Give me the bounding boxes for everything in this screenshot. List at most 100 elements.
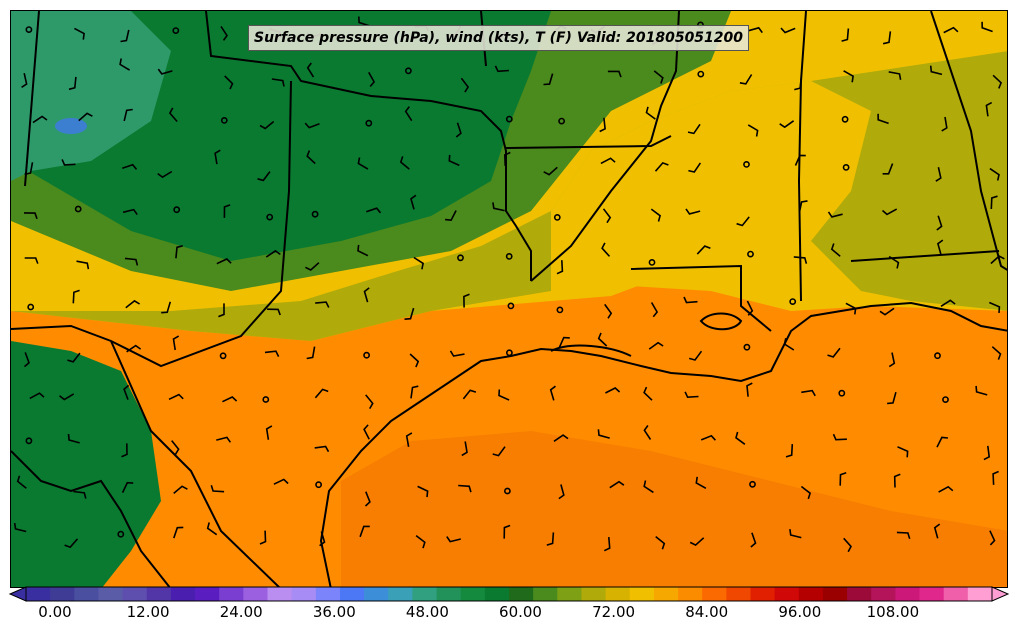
wind-barb bbox=[76, 260, 90, 270]
wind-barb bbox=[119, 58, 131, 71]
yellow-central-zone bbox=[551, 81, 871, 301]
wind-barb bbox=[739, 74, 753, 85]
wind-barb bbox=[988, 301, 1001, 313]
wind-barb bbox=[399, 156, 410, 170]
wind-barb bbox=[59, 393, 75, 401]
cold-spot bbox=[55, 118, 87, 134]
wind-barb bbox=[157, 170, 173, 179]
wind-barb bbox=[405, 432, 413, 447]
calm-circle bbox=[749, 480, 756, 488]
calm-circle bbox=[262, 396, 270, 403]
wind-barb bbox=[359, 525, 370, 538]
wind-barb bbox=[306, 346, 316, 360]
wind-barb bbox=[893, 473, 901, 488]
wind-barb bbox=[61, 159, 76, 166]
calm-circle bbox=[507, 302, 515, 310]
wind-barb bbox=[173, 485, 188, 495]
wind-barb bbox=[123, 108, 133, 122]
wind-barb bbox=[23, 212, 38, 220]
calm-circle bbox=[505, 252, 513, 260]
wind-barb bbox=[259, 120, 275, 130]
map-panel: Surface pressure (hPa), wind (kts), T (F… bbox=[10, 10, 1008, 588]
wind-barb bbox=[503, 524, 511, 539]
wind-barb bbox=[558, 336, 570, 348]
colorbar-swatch bbox=[871, 587, 896, 601]
wind-barb bbox=[800, 485, 812, 500]
wind-barb bbox=[643, 425, 652, 440]
wind-barb bbox=[304, 122, 320, 129]
colorbar-swatch bbox=[822, 587, 848, 601]
wind-barb bbox=[319, 531, 326, 547]
colorbar-swatch bbox=[702, 587, 727, 601]
wind-barb bbox=[597, 332, 608, 347]
wind-barb bbox=[214, 149, 221, 165]
colorbar-swatch bbox=[798, 587, 824, 601]
calm-circle bbox=[25, 26, 33, 33]
wind-barb bbox=[556, 260, 564, 275]
wind-barb bbox=[123, 384, 130, 400]
wind-barb bbox=[989, 530, 996, 546]
calm-circle bbox=[556, 306, 564, 314]
wind-barb bbox=[13, 522, 27, 533]
wind-barb bbox=[366, 207, 382, 214]
wind-barb bbox=[460, 77, 470, 93]
wind-barb bbox=[306, 150, 316, 165]
colorbar-swatch bbox=[50, 587, 75, 601]
wind-barb bbox=[735, 431, 746, 445]
colorbar-swatch bbox=[895, 587, 921, 601]
map-title: Surface pressure (hPa), wind (kts), T (F… bbox=[248, 25, 750, 51]
wind-barb bbox=[168, 393, 184, 401]
wind-barb bbox=[888, 255, 900, 269]
wind-barb bbox=[68, 76, 77, 91]
wind-barb bbox=[463, 293, 470, 308]
colorbar-swatch bbox=[484, 587, 510, 601]
colorbar-tick-label: 72.00 bbox=[592, 603, 636, 621]
wind-barb bbox=[645, 106, 656, 120]
colorbar-swatch bbox=[388, 587, 413, 601]
wind-barb bbox=[73, 490, 87, 499]
wind-barb bbox=[687, 123, 701, 135]
wind-barb bbox=[546, 532, 555, 546]
wind-barb bbox=[695, 476, 707, 489]
wind-barb bbox=[827, 211, 843, 218]
colorbar-border bbox=[25, 586, 993, 602]
wind-barb bbox=[161, 301, 172, 314]
wind-barb bbox=[492, 446, 506, 457]
wind-barb bbox=[306, 62, 315, 78]
colorbar-tick-label: 96.00 bbox=[778, 603, 822, 621]
wind-barb bbox=[746, 382, 753, 397]
wind-barb bbox=[839, 472, 847, 486]
wind-barb bbox=[78, 112, 93, 122]
colorbar-swatch bbox=[26, 587, 51, 601]
wind-barb bbox=[602, 208, 612, 224]
wind-barb bbox=[126, 344, 142, 353]
wind-barb bbox=[413, 256, 424, 270]
wind-barb bbox=[363, 424, 370, 440]
wind-barb bbox=[597, 429, 610, 439]
colorbar-min-arrow bbox=[8, 586, 27, 602]
wind-barb bbox=[363, 287, 370, 303]
wind-barb bbox=[124, 257, 139, 266]
wind-barb bbox=[989, 167, 1000, 181]
wind-barb bbox=[689, 537, 705, 547]
southwest-green-zone bbox=[11, 341, 161, 587]
colorbar-swatch bbox=[122, 587, 148, 601]
wind-barb bbox=[222, 396, 238, 403]
wind-barb bbox=[172, 335, 180, 351]
wind-barb bbox=[365, 394, 374, 409]
wind-barb bbox=[273, 478, 289, 485]
wind-barb bbox=[981, 21, 993, 33]
wind-barb bbox=[171, 440, 180, 455]
wind-barb bbox=[455, 122, 462, 138]
colorbar-swatch bbox=[629, 587, 655, 601]
wind-barb bbox=[750, 532, 757, 548]
colorbar-tick-label: 60.00 bbox=[499, 603, 542, 621]
wind-barb bbox=[72, 289, 80, 304]
wind-barb bbox=[601, 242, 611, 257]
wind-barb bbox=[793, 256, 808, 264]
wind-barb bbox=[887, 391, 897, 405]
wind-barb bbox=[445, 210, 457, 222]
wind-barb bbox=[696, 245, 711, 255]
wind-barb bbox=[655, 535, 666, 550]
colorbar-swatch bbox=[581, 587, 607, 601]
